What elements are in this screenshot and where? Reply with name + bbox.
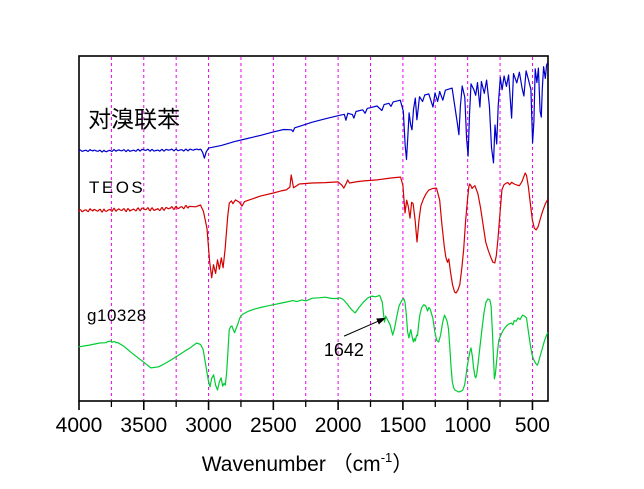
spectrum-label-g10328: g10328 bbox=[87, 306, 147, 325]
x-tick-label-3500: 3500 bbox=[120, 414, 167, 437]
spectrum-line-g10328 bbox=[78, 294, 549, 393]
spectrum-label-teos: TEOS bbox=[89, 178, 145, 197]
annotation-text: 1642 bbox=[324, 340, 364, 360]
spectrum-line-teos bbox=[78, 172, 548, 294]
annotation-arrow bbox=[343, 320, 380, 337]
x-tick-label-2500: 2500 bbox=[250, 414, 297, 437]
x-tick-label-2000: 2000 bbox=[315, 414, 362, 437]
x-axis-ticks bbox=[78, 401, 534, 410]
x-tick-label-1000: 1000 bbox=[444, 414, 491, 437]
spectrum-line-p-bromobiphenyl bbox=[78, 62, 549, 164]
spectrum-label-p-bromobiphenyl: 对溴联苯 bbox=[88, 106, 180, 132]
x-axis-tick-labels: 4000 3500 3000 2500 2000 1500 1000 500 bbox=[56, 414, 550, 437]
plot-border bbox=[78, 55, 549, 402]
x-tick-label-1500: 1500 bbox=[380, 414, 427, 437]
x-axis-title: Wavenumber （cm-1） bbox=[202, 450, 414, 476]
x-tick-label-500: 500 bbox=[515, 414, 550, 437]
x-tick-label-4000: 4000 bbox=[56, 414, 103, 437]
x-tick-label-3000: 3000 bbox=[185, 414, 232, 437]
annotation-arrowhead bbox=[376, 317, 386, 325]
